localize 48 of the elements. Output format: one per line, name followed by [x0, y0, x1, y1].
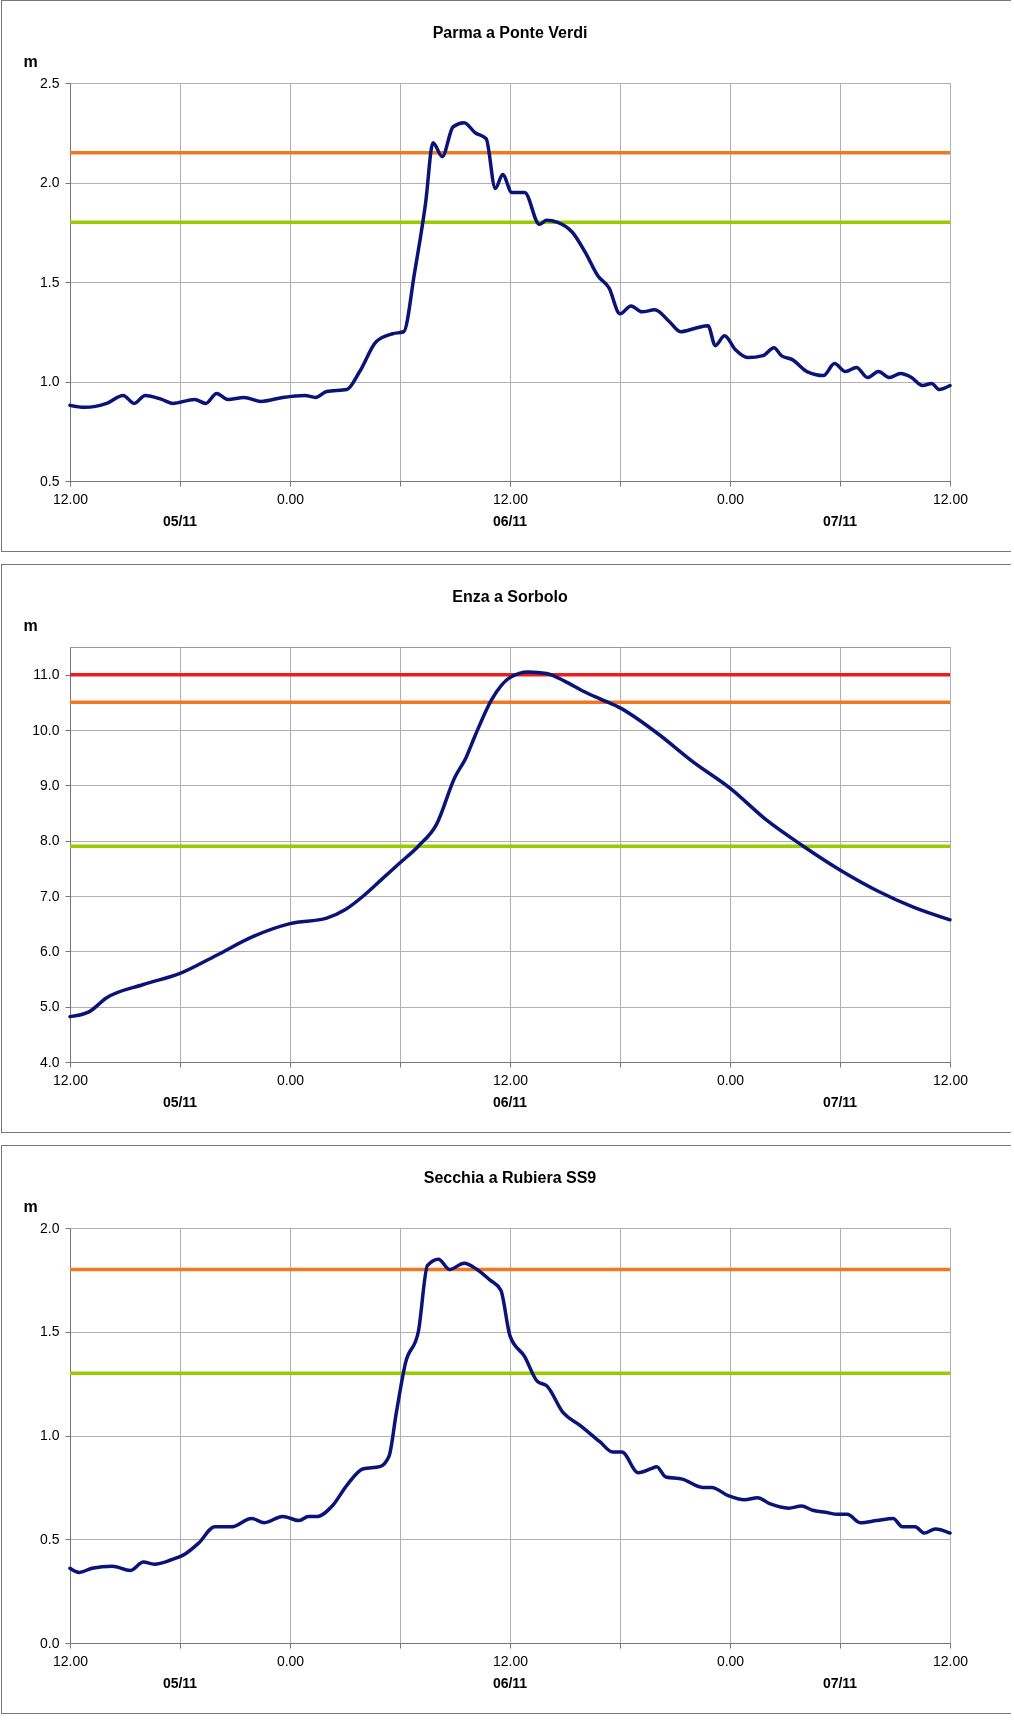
text: 06/11: [492, 1094, 528, 1110]
y-tick-label: 10.0: [32, 721, 60, 738]
text: 05/11: [162, 513, 198, 529]
y-tick-label: 8.0: [40, 832, 60, 849]
x-tick-label: 12.00: [52, 1071, 89, 1088]
text: 05/11: [162, 1094, 198, 1110]
y-tick-label: 5.0: [40, 998, 60, 1015]
y-tick-label: 4.0: [40, 1053, 60, 1070]
x-tick-label: 0.00: [276, 1652, 305, 1669]
x-tick-label: 0.00: [716, 1652, 745, 1669]
chart-title: Parma a Ponte Verdi: [432, 24, 588, 41]
y-tick-label: 0.5: [40, 472, 60, 489]
y-axis-title: m: [23, 52, 38, 70]
x-tick-label: 12.00: [52, 1652, 89, 1669]
y-tick-label: 1.5: [40, 1323, 60, 1340]
chart-title: Enza a Sorbolo: [452, 588, 569, 605]
y-tick-label: 0.5: [40, 1530, 60, 1547]
y-tick-label: 7.0: [40, 887, 60, 904]
y-tick-label: 1.0: [40, 1427, 60, 1443]
text: 07/11: [822, 513, 858, 529]
y-tick-label: 9.0: [40, 776, 60, 793]
text: 06/11: [492, 1675, 528, 1691]
y-tick-label: 0.0: [40, 1634, 60, 1651]
y-tick-label: 1.5: [40, 273, 60, 290]
y-tick-label: 2.0: [40, 1219, 60, 1236]
x-tick-label: 12.00: [52, 490, 89, 507]
y-tick-label: 2.0: [40, 174, 60, 190]
y-axis-title: m: [23, 616, 38, 634]
text: 05/11: [162, 1675, 198, 1691]
x-tick-label: 0.00: [716, 490, 745, 507]
text: 06/11: [492, 513, 528, 529]
x-tick-label: 12.00: [932, 490, 969, 507]
y-tick-label: 2.5: [40, 74, 60, 91]
x-tick-label: 12.00: [932, 1071, 969, 1088]
x-tick-label: 12.00: [492, 1652, 529, 1669]
x-tick-label: 0.00: [276, 490, 305, 507]
y-tick-label: 1.0: [40, 373, 60, 389]
x-tick-label: 12.00: [492, 490, 529, 507]
x-tick-label: 0.00: [716, 1071, 745, 1088]
text: 07/11: [822, 1094, 858, 1110]
x-tick-label: 12.00: [932, 1652, 969, 1669]
y-tick-label: 6.0: [40, 942, 60, 959]
x-tick-label: 12.00: [492, 1071, 529, 1088]
text: 07/11: [822, 1675, 858, 1691]
y-axis-title: m: [23, 1197, 38, 1215]
chart-title: Secchia a Rubiera SS9: [423, 1169, 597, 1186]
y-tick-label: 11.0: [33, 666, 60, 683]
x-tick-label: 0.00: [276, 1071, 305, 1088]
